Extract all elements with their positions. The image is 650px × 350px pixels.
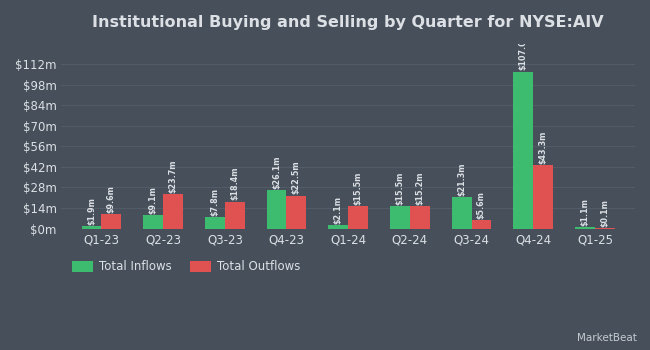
- Bar: [390, 206, 410, 229]
- Text: $22.5m: $22.5m: [292, 161, 301, 194]
- Text: $15.5m: $15.5m: [395, 171, 404, 205]
- Text: $107.0m: $107.0m: [519, 32, 528, 70]
- Bar: [348, 206, 368, 229]
- Text: $9.6m: $9.6m: [107, 186, 116, 213]
- Text: $1.1m: $1.1m: [580, 198, 590, 226]
- Legend: Total Inflows, Total Outflows: Total Inflows, Total Outflows: [67, 256, 305, 278]
- Bar: [205, 217, 225, 229]
- Text: $0.1m: $0.1m: [601, 199, 609, 227]
- Text: $23.7m: $23.7m: [168, 159, 177, 192]
- Bar: [533, 165, 553, 229]
- Text: $7.8m: $7.8m: [211, 188, 220, 216]
- Bar: [225, 202, 244, 229]
- Bar: [101, 215, 121, 229]
- Bar: [287, 196, 306, 229]
- Text: $15.5m: $15.5m: [354, 171, 363, 205]
- Text: $26.1m: $26.1m: [272, 156, 281, 189]
- Text: $1.9m: $1.9m: [87, 197, 96, 225]
- Bar: [82, 226, 101, 229]
- Bar: [163, 194, 183, 229]
- Bar: [144, 215, 163, 229]
- Bar: [328, 225, 348, 229]
- Bar: [471, 220, 491, 229]
- Text: $2.1m: $2.1m: [334, 196, 343, 224]
- Bar: [514, 71, 533, 229]
- Text: $9.1m: $9.1m: [149, 186, 158, 214]
- Text: $15.2m: $15.2m: [415, 172, 424, 205]
- Text: MarketBeat: MarketBeat: [577, 333, 637, 343]
- Text: $18.4m: $18.4m: [230, 167, 239, 201]
- Text: $21.3m: $21.3m: [457, 163, 466, 196]
- Text: $43.3m: $43.3m: [539, 131, 547, 164]
- Bar: [266, 190, 287, 229]
- Title: Institutional Buying and Selling by Quarter for NYSE:AIV: Institutional Buying and Selling by Quar…: [92, 15, 604, 30]
- Bar: [410, 206, 430, 229]
- Text: $5.6m: $5.6m: [477, 191, 486, 219]
- Bar: [575, 227, 595, 229]
- Bar: [452, 197, 471, 229]
